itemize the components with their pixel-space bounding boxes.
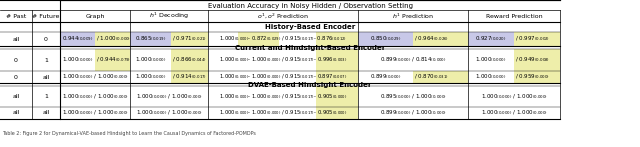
Bar bbox=[468, 32, 514, 46]
Text: 1.000$_{(0.000)}$ / 1.000$_{(0.000)}$: 1.000$_{(0.000)}$ / 1.000$_{(0.000)}$ bbox=[481, 109, 547, 117]
Text: 0.899$_{(0.000)}$ / 0.814$_{(0.000)}$: 0.899$_{(0.000)}$ / 0.814$_{(0.000)}$ bbox=[380, 56, 446, 64]
Text: all: all bbox=[12, 36, 20, 41]
Text: / 0.870$_{(0.031)}$: / 0.870$_{(0.031)}$ bbox=[414, 73, 449, 81]
Text: / 0.959$_{(0.000)}$: / 0.959$_{(0.000)}$ bbox=[515, 73, 550, 81]
Text: / 0.997$_{(0.002)}$: / 0.997$_{(0.002)}$ bbox=[515, 35, 550, 43]
Text: / 0.971$_{(0.021)}$: / 0.971$_{(0.021)}$ bbox=[172, 35, 207, 43]
Bar bbox=[316, 32, 358, 46]
Text: 0: 0 bbox=[44, 36, 48, 41]
Bar bbox=[60, 32, 95, 46]
Text: 0.899$_{(0.000)}$: 0.899$_{(0.000)}$ bbox=[370, 73, 401, 81]
Text: 0.899$_{(0.000)}$ / 1.000$_{(0.000)}$: 0.899$_{(0.000)}$ / 1.000$_{(0.000)}$ bbox=[380, 109, 446, 117]
Text: / 0.944$_{(0.079)}$: / 0.944$_{(0.079)}$ bbox=[96, 56, 131, 64]
Text: / 1.000$_{(0.000)}$: / 1.000$_{(0.000)}$ bbox=[96, 35, 131, 43]
Text: 1.000$_{(0.000)}$- 1.000$_{(0.000)}$ / 0.915$_{(0.017)}$- 0.905$_{(0.000)}$: 1.000$_{(0.000)}$- 1.000$_{(0.000)}$ / 0… bbox=[219, 92, 347, 101]
Text: 1.000$_{(0.000)}$ / 1.000$_{(0.000)}$: 1.000$_{(0.000)}$ / 1.000$_{(0.000)}$ bbox=[61, 109, 129, 117]
Bar bbox=[413, 71, 468, 83]
Text: Reward Prediction: Reward Prediction bbox=[486, 14, 542, 19]
Text: Table 2: Figure 2 for Dynamical-VAE-based Hindsight to Learn the Causal Dynamics: Table 2: Figure 2 for Dynamical-VAE-base… bbox=[2, 131, 256, 136]
Text: 0.944$_{(0.009)}$: 0.944$_{(0.009)}$ bbox=[62, 35, 93, 43]
Text: $o^1, o^2$ Prediction: $o^1, o^2$ Prediction bbox=[257, 12, 309, 20]
Text: 0: 0 bbox=[14, 75, 18, 80]
Bar bbox=[130, 32, 172, 46]
Text: 1.000$_{(0.000)}$: 1.000$_{(0.000)}$ bbox=[135, 73, 166, 81]
Text: $h^1$ Decoding: $h^1$ Decoding bbox=[149, 11, 189, 21]
Bar bbox=[514, 49, 560, 71]
Text: 1.000$_{(0.000)}$ / 1.000$_{(0.000)}$: 1.000$_{(0.000)}$ / 1.000$_{(0.000)}$ bbox=[61, 92, 129, 101]
Bar bbox=[316, 49, 358, 71]
Text: Current and Hindsight-Based Encoder: Current and Hindsight-Based Encoder bbox=[235, 45, 385, 51]
Text: 0.927$_{(0.020)}$: 0.927$_{(0.020)}$ bbox=[476, 35, 507, 43]
Text: $h^1$ Prediction: $h^1$ Prediction bbox=[392, 11, 434, 21]
Text: / 0.949$_{(0.008)}$: / 0.949$_{(0.008)}$ bbox=[515, 56, 550, 64]
Bar bbox=[95, 32, 130, 46]
Text: 1: 1 bbox=[44, 57, 48, 62]
Text: 1.000$_{(0.000)}$: 1.000$_{(0.000)}$ bbox=[62, 56, 93, 64]
Text: 0.850$_{(0.029)}$: 0.850$_{(0.029)}$ bbox=[370, 35, 401, 43]
Text: Evaluation Accuracy in Noisy Hidden / Observation Setting: Evaluation Accuracy in Noisy Hidden / Ob… bbox=[207, 2, 413, 9]
Text: 1.000$_{(0.000)}$ / 1.000$_{(0.000)}$: 1.000$_{(0.000)}$ / 1.000$_{(0.000)}$ bbox=[136, 109, 202, 117]
Bar bbox=[316, 107, 358, 119]
Bar bbox=[413, 32, 468, 46]
Text: / 0.964$_{(0.026)}$: / 0.964$_{(0.026)}$ bbox=[414, 35, 449, 43]
Text: History-Based Encoder: History-Based Encoder bbox=[265, 24, 355, 30]
Text: # Future: # Future bbox=[32, 14, 60, 19]
Text: all: all bbox=[42, 111, 50, 116]
Text: 1.000$_{(0.000)}$ / 1.000$_{(0.000)}$: 1.000$_{(0.000)}$ / 1.000$_{(0.000)}$ bbox=[61, 73, 129, 81]
Bar bbox=[514, 71, 560, 83]
Bar bbox=[172, 32, 208, 46]
Text: 1.000$_{(0.000)}$: 1.000$_{(0.000)}$ bbox=[135, 56, 166, 64]
Bar bbox=[358, 32, 413, 46]
Text: 0.865$_{(0.019)}$: 0.865$_{(0.019)}$ bbox=[135, 35, 166, 43]
Text: all: all bbox=[12, 94, 20, 99]
Text: 1.000$_{(0.000)}$- 1.000$_{(0.000)}$ / 0.915$_{(0.017)}$- 0.905$_{(0.000)}$: 1.000$_{(0.000)}$- 1.000$_{(0.000)}$ / 0… bbox=[219, 109, 347, 117]
Text: / 0.866$_{(0.044)}$: / 0.866$_{(0.044)}$ bbox=[172, 56, 207, 64]
Text: 0.895$_{(0.000)}$ / 1.000$_{(0.000)}$: 0.895$_{(0.000)}$ / 1.000$_{(0.000)}$ bbox=[380, 92, 446, 101]
Bar bbox=[95, 49, 130, 71]
Text: 1.000$_{(0.000)}$- 1.000$_{(0.000)}$ / 0.915$_{(0.017)}$- 0.996$_{(0.003)}$: 1.000$_{(0.000)}$- 1.000$_{(0.000)}$ / 0… bbox=[219, 56, 347, 64]
Bar bbox=[316, 86, 358, 107]
Text: 1.000$_{(0.000)}$ / 1.000$_{(0.000)}$: 1.000$_{(0.000)}$ / 1.000$_{(0.000)}$ bbox=[481, 92, 547, 101]
Text: 1.000$_{(0.000)}$: 1.000$_{(0.000)}$ bbox=[476, 73, 507, 81]
Text: all: all bbox=[12, 111, 20, 116]
Text: 0: 0 bbox=[14, 57, 18, 62]
Text: 1.000$_{(0.000)}$: 1.000$_{(0.000)}$ bbox=[476, 56, 507, 64]
Text: Graph: Graph bbox=[85, 14, 105, 19]
Bar bbox=[172, 49, 208, 71]
Bar bbox=[172, 71, 208, 83]
Text: 1: 1 bbox=[44, 94, 48, 99]
Text: # Past: # Past bbox=[6, 14, 26, 19]
Text: / 0.914$_{(0.017)}$: / 0.914$_{(0.017)}$ bbox=[172, 73, 207, 81]
Bar bbox=[238, 32, 278, 46]
Text: 1.000$_{(0.000)}$- 0.872$_{(0.029)}$ / 0.915$_{(0.017)}$- 0.876$_{(0.012)}$: 1.000$_{(0.000)}$- 0.872$_{(0.029)}$ / 0… bbox=[219, 35, 347, 43]
Bar bbox=[316, 71, 358, 83]
Text: 1.000$_{(0.000)}$- 1.000$_{(0.000)}$ / 0.915$_{(0.017)}$- 0.897$_{(0.007)}$: 1.000$_{(0.000)}$- 1.000$_{(0.000)}$ / 0… bbox=[219, 73, 347, 81]
Text: all: all bbox=[42, 75, 50, 80]
Bar bbox=[514, 32, 560, 46]
Text: 1.000$_{(0.000)}$ / 1.000$_{(0.000)}$: 1.000$_{(0.000)}$ / 1.000$_{(0.000)}$ bbox=[136, 92, 202, 101]
Text: DVAE-Based Hindsight Encoder: DVAE-Based Hindsight Encoder bbox=[248, 81, 372, 87]
